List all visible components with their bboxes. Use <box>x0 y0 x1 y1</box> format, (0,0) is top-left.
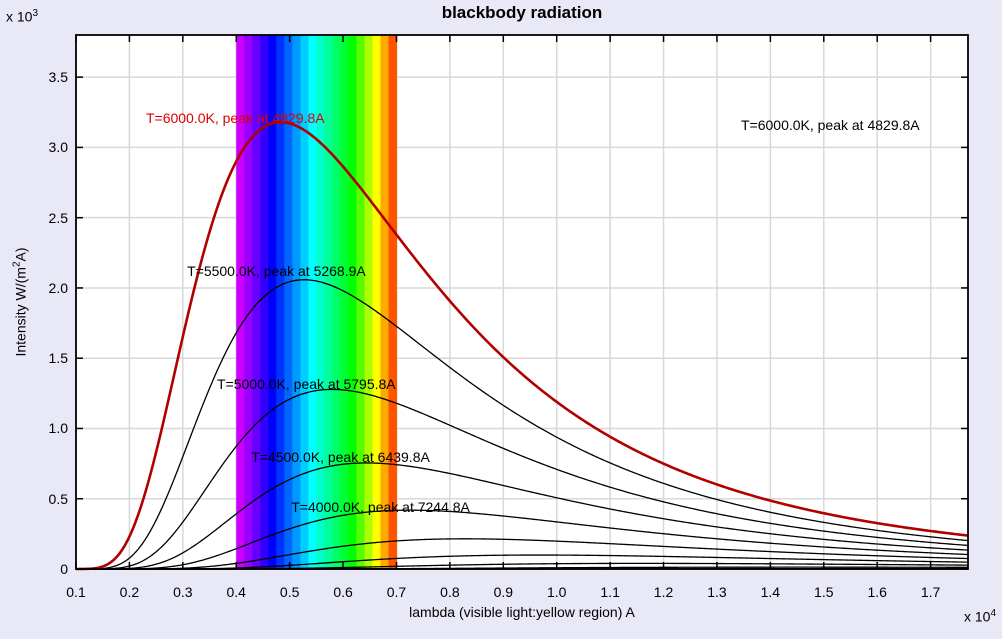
spectrum-stripe <box>260 35 269 569</box>
x-tick-label: 0.3 <box>173 584 193 600</box>
spectrum-stripe <box>252 35 261 569</box>
x-axis-label: lambda (visible light:yellow region) A <box>409 604 635 620</box>
x-tick-label: 1.0 <box>546 584 567 600</box>
spectrum-stripe <box>340 35 350 569</box>
y-tick-label: 2.5 <box>48 209 68 226</box>
curve-annotation: T=4000.0K, peak at 7244.8A <box>291 499 470 516</box>
spectrum-stripe <box>372 35 382 569</box>
y-tick-label: 1.5 <box>48 350 68 367</box>
spectrum-stripe <box>300 35 309 569</box>
chart-title: blackbody radiation <box>441 3 603 22</box>
x-tick-label: 0.2 <box>119 584 140 600</box>
curve-3500K <box>76 538 969 570</box>
spectrum-stripe <box>364 35 374 569</box>
spectrum-stripe <box>388 35 398 569</box>
spectrum-stripe <box>316 35 325 569</box>
x-tick-label: 1.4 <box>760 584 781 600</box>
spectrum-stripe <box>356 35 366 569</box>
x-tick-label: 0.6 <box>333 584 353 600</box>
spectrum-stripe <box>244 35 253 569</box>
spectrum-stripe <box>284 35 293 569</box>
y-tick-label: 3.5 <box>48 69 68 86</box>
x-tick-label: 0.7 <box>386 584 407 600</box>
curve-annotation: T=4500.0K, peak at 6439.8A <box>251 448 430 465</box>
x-tick-label: 1.1 <box>600 584 620 600</box>
curve-5000K <box>76 388 969 570</box>
x-tick-label: 1.7 <box>920 584 941 600</box>
x-tick-label: 1.3 <box>707 584 727 600</box>
spectrum-stripe <box>276 35 285 569</box>
curve-6000K <box>76 120 969 571</box>
x-tick-label: 0.9 <box>493 584 514 600</box>
y-axis-label: Intensity W/(m2A) <box>11 247 29 357</box>
spectrum-stripe <box>332 35 341 569</box>
curve-5500K <box>76 279 969 570</box>
spectrum-stripe <box>236 35 245 569</box>
x-tick-label: 1.2 <box>653 584 674 600</box>
curve-4500K <box>76 462 969 570</box>
curve-annotation: T=6000.0K, peak at 4829.8A <box>740 116 920 133</box>
spectrum-stripe <box>324 35 333 569</box>
y-tick-label: 2.0 <box>48 279 68 296</box>
plot-background <box>76 35 968 569</box>
x-tick-label: 1.5 <box>814 584 834 600</box>
spectrum-stripe <box>380 35 390 569</box>
spectrum-stripe <box>308 35 317 569</box>
spectrum-stripe <box>268 35 277 569</box>
x-tick-label: 0.1 <box>66 584 86 600</box>
axis-box <box>75 34 969 570</box>
spectrum-stripe <box>348 35 358 569</box>
curve-4000K <box>76 509 969 570</box>
y-tick-label: 1.0 <box>48 420 68 437</box>
y-tick-label: 0 <box>60 561 68 577</box>
x-tick-label: 0.4 <box>226 584 246 600</box>
x-tick-label: 0.5 <box>279 584 300 600</box>
y-tick-label: 0.5 <box>48 490 68 507</box>
curve-annotation: T=5500.0K, peak at 5268.9A <box>187 263 366 280</box>
x-tick-label: 0.8 <box>440 584 460 600</box>
x-tick-label: 1.6 <box>867 584 887 600</box>
spectrum-stripe <box>292 35 301 569</box>
y-tick-label: 3.0 <box>48 139 68 156</box>
x-axis-scale-multiplier: x 104 <box>963 608 996 625</box>
curve-annotation: T=6000.0K, peak at 4829.8A <box>145 109 325 126</box>
curve-annotation: T=5000.0K, peak at 5795.8A <box>217 375 396 392</box>
y-axis-scale-multiplier: x 103 <box>6 8 39 25</box>
